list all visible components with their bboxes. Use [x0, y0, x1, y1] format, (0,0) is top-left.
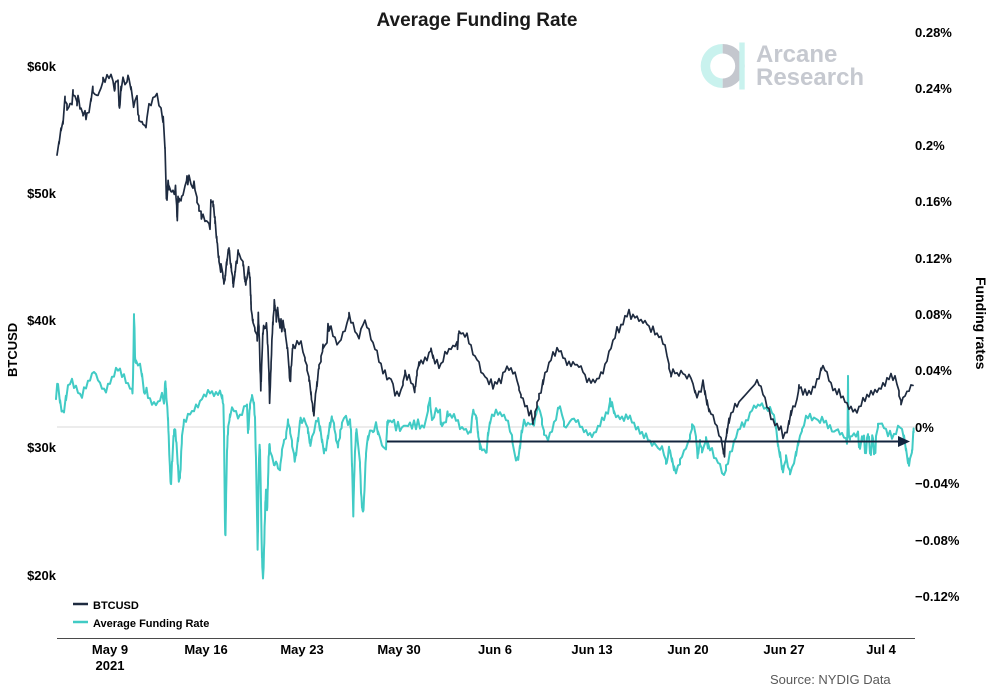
svg-text:$60k: $60k — [27, 59, 57, 74]
svg-text:BTCUSD: BTCUSD — [5, 323, 20, 377]
svg-text:0.2%: 0.2% — [915, 138, 945, 153]
svg-text:$20k: $20k — [27, 568, 57, 583]
svg-text:$30k: $30k — [27, 440, 57, 455]
svg-text:May 23: May 23 — [280, 642, 323, 657]
svg-text:Source: NYDIG Data: Source: NYDIG Data — [770, 672, 891, 687]
svg-text:0.24%: 0.24% — [915, 81, 952, 96]
svg-text:Jun 13: Jun 13 — [571, 642, 612, 657]
svg-text:−0.04%: −0.04% — [915, 476, 960, 491]
svg-text:0.08%: 0.08% — [915, 307, 952, 322]
svg-text:May 9: May 9 — [92, 642, 128, 657]
svg-text:Funding rates: Funding rates — [973, 277, 989, 370]
svg-text:0.04%: 0.04% — [915, 363, 952, 378]
svg-text:BTCUSD: BTCUSD — [93, 600, 139, 612]
svg-text:Average Funding Rate: Average Funding Rate — [377, 10, 578, 31]
svg-text:0%: 0% — [915, 420, 934, 435]
svg-text:2021: 2021 — [96, 658, 125, 673]
svg-text:Jul 4: Jul 4 — [866, 642, 896, 657]
svg-text:Arcane: Arcane — [756, 41, 837, 68]
svg-text:−0.12%: −0.12% — [915, 589, 960, 604]
svg-text:Jun 6: Jun 6 — [478, 642, 512, 657]
svg-text:Average Funding Rate: Average Funding Rate — [93, 618, 209, 630]
svg-text:−0.08%: −0.08% — [915, 533, 960, 548]
svg-text:0.12%: 0.12% — [915, 251, 952, 266]
svg-text:$50k: $50k — [27, 186, 57, 201]
svg-text:0.28%: 0.28% — [915, 25, 952, 40]
svg-text:May 16: May 16 — [184, 642, 227, 657]
svg-text:$40k: $40k — [27, 313, 57, 328]
svg-text:0.16%: 0.16% — [915, 194, 952, 209]
svg-text:Jun 27: Jun 27 — [763, 642, 804, 657]
svg-text:Jun 20: Jun 20 — [667, 642, 708, 657]
svg-text:May 30: May 30 — [377, 642, 420, 657]
svg-text:Research: Research — [756, 64, 864, 91]
